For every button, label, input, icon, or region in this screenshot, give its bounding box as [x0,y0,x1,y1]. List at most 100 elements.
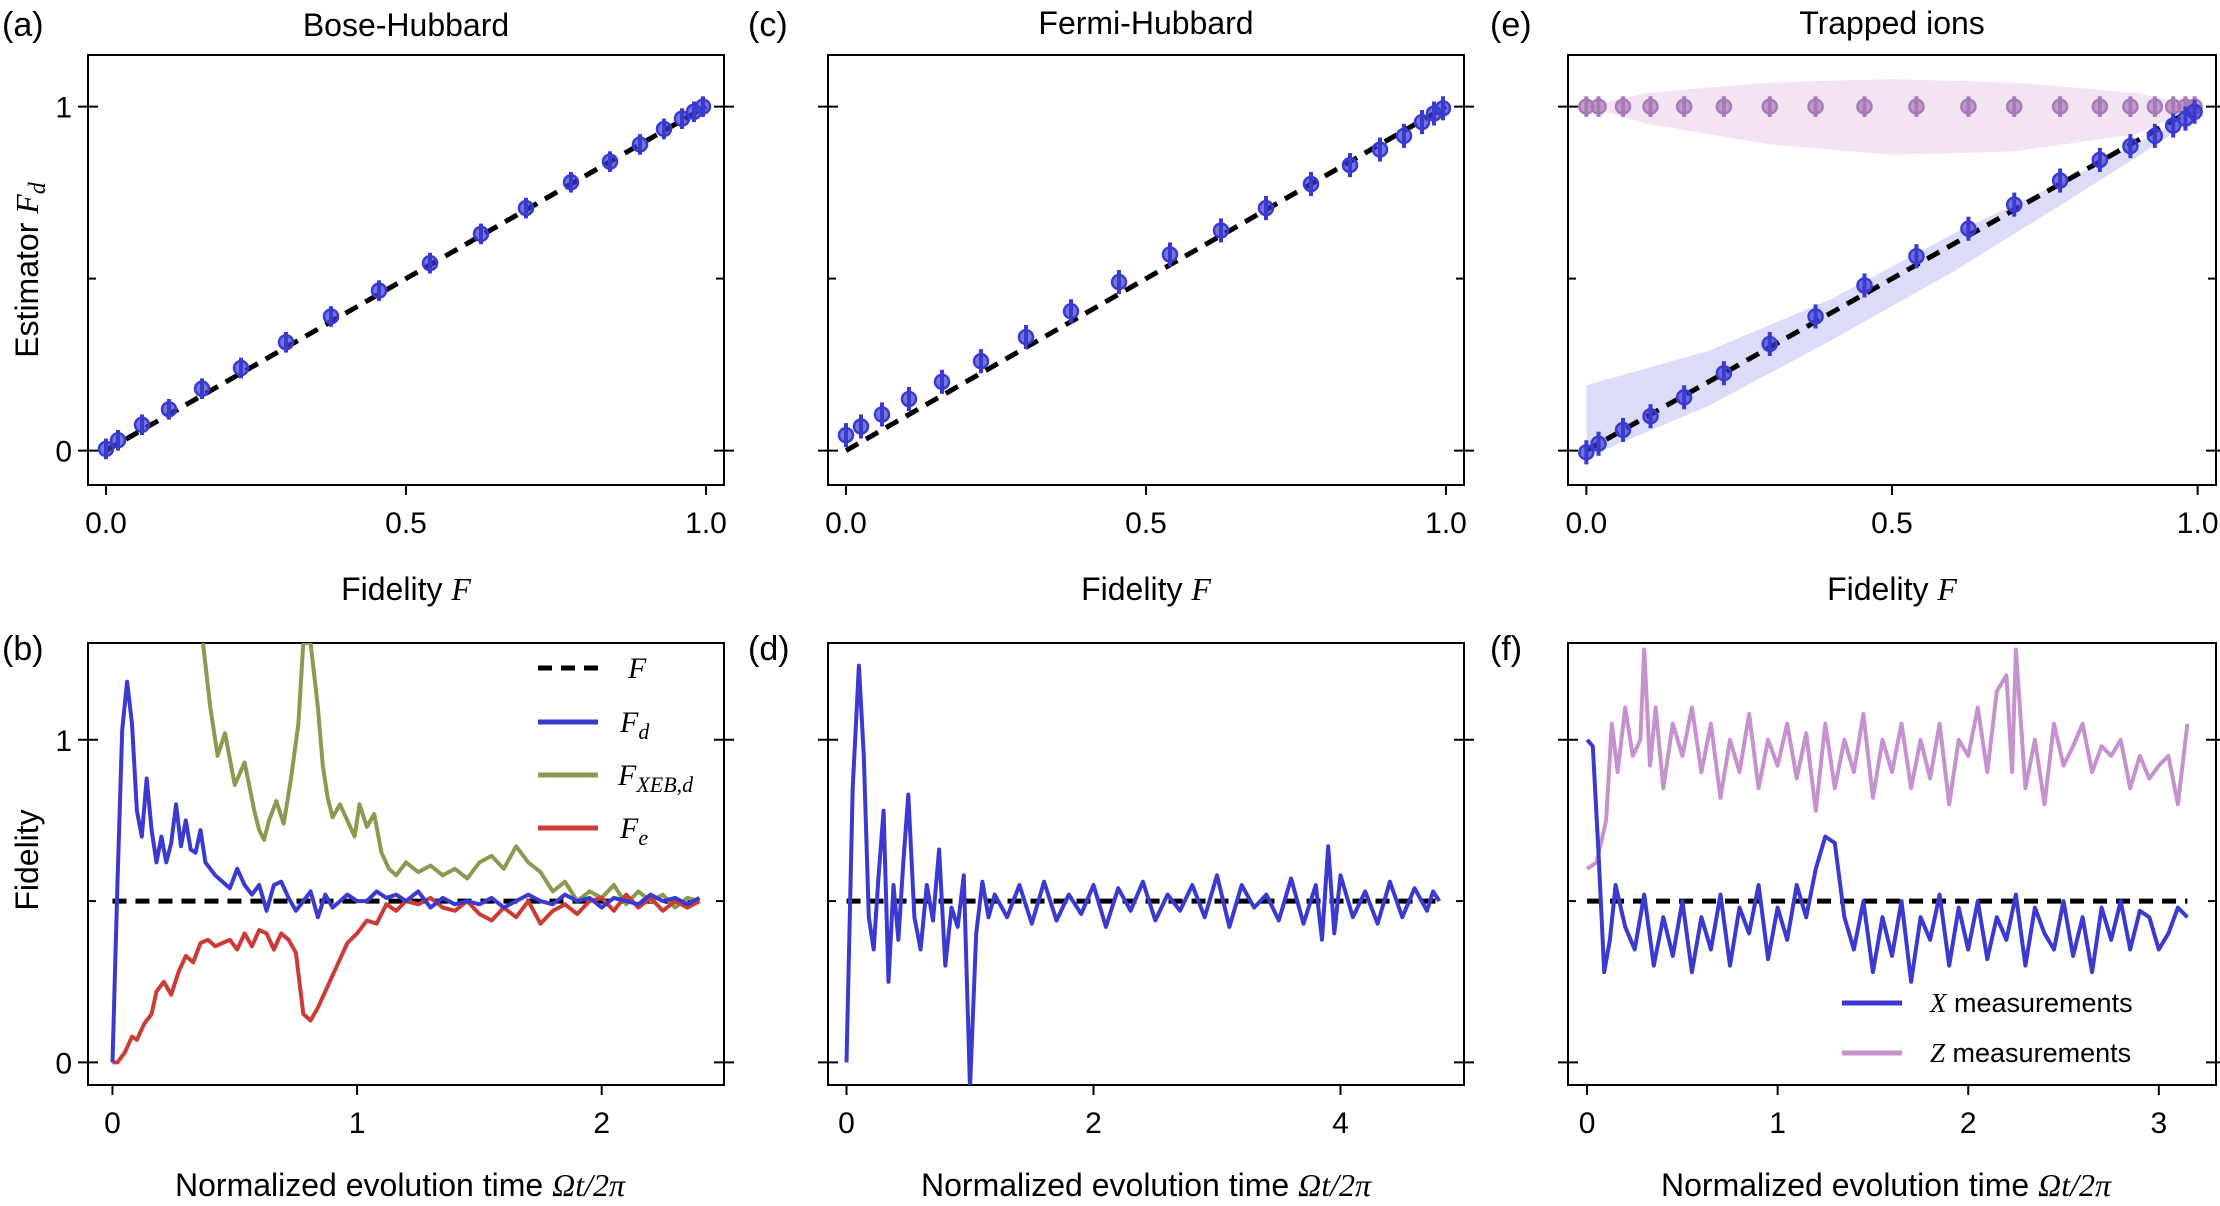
data-point-a-0-16 [673,110,691,127]
legend-b-label-fd-sub: d [638,719,650,744]
legend-f-label-x-symbol: X [1929,988,1948,1018]
panel-label-f: (f) [1490,630,1522,668]
data-point-a-0-6 [277,333,295,351]
series-b-1 [112,892,701,1065]
x-tick-label-f-3: 3 [2150,1107,2167,1140]
axes-frame-b [87,642,725,1086]
x-tick-label-f-1: 1 [1769,1107,1786,1140]
data-point-a-0-3 [160,401,178,418]
data-point-c-0-11 [1257,199,1275,217]
data-point-a-0-9 [421,254,439,272]
series-e-1 [1578,99,2203,465]
y-axis-label-top-gap [9,214,45,223]
data-point-e-1-4 [1675,389,1693,406]
axes-frame-c [827,54,1465,486]
data-point-c-0-16 [1413,113,1431,131]
legend-b-label-fe: Fe [619,812,648,850]
data-point-c-0-12 [1302,175,1320,193]
data-point-a-0-14 [631,136,649,153]
y-axis-label-bottom: Fidelity [9,809,45,910]
title-trapped-ions: Trapped ions [1799,5,1985,41]
legend-b-label-f: F [627,652,647,685]
band-e-1 [1586,79,2198,155]
data-point-a-0-15 [655,120,673,138]
data-point-e-1-9 [1908,247,1925,265]
data-point-c-0-15 [1395,127,1413,145]
data-point-e-1-6 [1761,335,1778,353]
data-point-e-1-12 [2051,172,2069,189]
data-point-a-0-13 [601,153,619,170]
legend-b-label-fd: Fd [619,706,650,744]
data-point-e-1-0 [1578,444,1595,461]
x-axis-label-d-gap [1289,1167,1298,1203]
x-axis-label-e-gap [1928,571,1937,607]
data-point-c-0-1 [852,418,870,435]
data-point-c-0-2 [873,406,891,423]
data-point-a-0-4 [193,380,211,397]
data-point-e-1-16 [2164,117,2182,134]
data-point-a-0-18 [694,98,712,115]
x-axis-label-b-text: Normalized evolution time [175,1167,543,1203]
title-bose-hubbard: Bose-Hubbard [303,7,509,43]
data-point-a-0-10 [472,225,490,243]
data-point-a-0-2 [133,416,151,434]
data-point-e-0-5 [1715,98,1733,115]
x-tick-label-c-0: 0.0 [825,507,867,540]
data-point-a-0-11 [517,199,535,217]
data-point-c-0-5 [972,352,990,370]
data-point-a-0-12 [562,174,580,191]
data-point-e-0-8 [1856,98,1873,115]
x-axis-label-a: Fidelity F [341,571,471,607]
x-axis-label-d: Normalized evolution time Ωt/2π [921,1167,1372,1203]
legend-b-label-f-symbol: F [627,652,647,685]
panel-label-b: (b) [2,630,44,668]
data-point-e-1-11 [2006,196,2023,213]
x-tick-label-e-0: 0.0 [1565,507,1607,540]
x-axis-label-c: Fidelity F [1081,571,1211,607]
plot-trapped-ions-estimator: 0.0 0.5 1.0 [1558,54,2220,540]
data-point-e-0-13 [2091,98,2109,115]
y-tick-label-b-0: 0 [55,1047,72,1080]
data-point-c-0-9 [1161,246,1179,263]
series-line-b-2 [110,679,701,1063]
legend-b: F Fd FXEB,d Fe [538,652,694,850]
data-point-e-1-3 [1642,407,1659,425]
axes-frame-f [1567,642,2217,1086]
x-tick-label-b-0: 0 [104,1107,121,1140]
legend-b-label-fxeb: FXEB,d [617,759,694,797]
x-tick-label-d-2: 4 [1332,1107,1349,1140]
plot-trapped-ions-fidelity: 0 1 2 3 [1558,642,2220,1140]
x-tick-label-a-1: 0.5 [385,507,427,540]
x-axis-label-c-symbol: F [1190,571,1211,607]
series-line-d-0 [844,663,1441,1085]
data-point-e-1-13 [2091,151,2109,169]
svg-text:Normalized evolution time Ωt/2: Normalized evolution time Ωt/2π [175,1167,626,1203]
data-point-c-0-8 [1110,273,1128,291]
x-axis-label-b: Normalized evolution time Ωt/2π [175,1167,626,1203]
x-tick-label-a-2: 1.0 [685,507,727,540]
series-d-0 [844,663,1441,1085]
x-axis-label-f-gap [2029,1167,2038,1203]
x-axis-label-f-symbol: Ωt/2π [2038,1167,2112,1203]
svg-text:Fidelity F: Fidelity F [1081,571,1211,607]
plot-bose-hubbard-estimator: 0 1 0.0 0.5 1.0 [55,54,734,540]
x-axis-label-c-gap [1182,571,1191,607]
plot-bose-hubbard-fidelity: 0 1 0 1 2 [55,642,734,1140]
axes-frame-a [87,54,725,486]
x-axis-label-a-text: Fidelity [341,571,442,607]
x-tick-label-f-2: 2 [1960,1107,1977,1140]
panel-label-e: (e) [1490,6,1532,44]
plot-fermi-hubbard-estimator: 0.0 0.5 1.0 [818,54,1474,540]
series-e-0 [1578,96,2203,117]
data-point-c-0-4 [933,373,951,391]
series-line-f-1 [1585,738,2189,984]
data-point-e-0-12 [2051,98,2069,115]
data-point-c-0-10 [1212,222,1230,239]
x-tick-label-e-2: 1.0 [2177,507,2219,540]
y-axis-label-top: Estimator Fd [9,181,51,358]
data-point-e-0-14 [2122,98,2139,115]
x-tick-label-d-0: 0 [838,1107,855,1140]
y-axis-label-top-text: Estimator [9,222,45,357]
data-point-e-0-9 [1908,98,1925,115]
